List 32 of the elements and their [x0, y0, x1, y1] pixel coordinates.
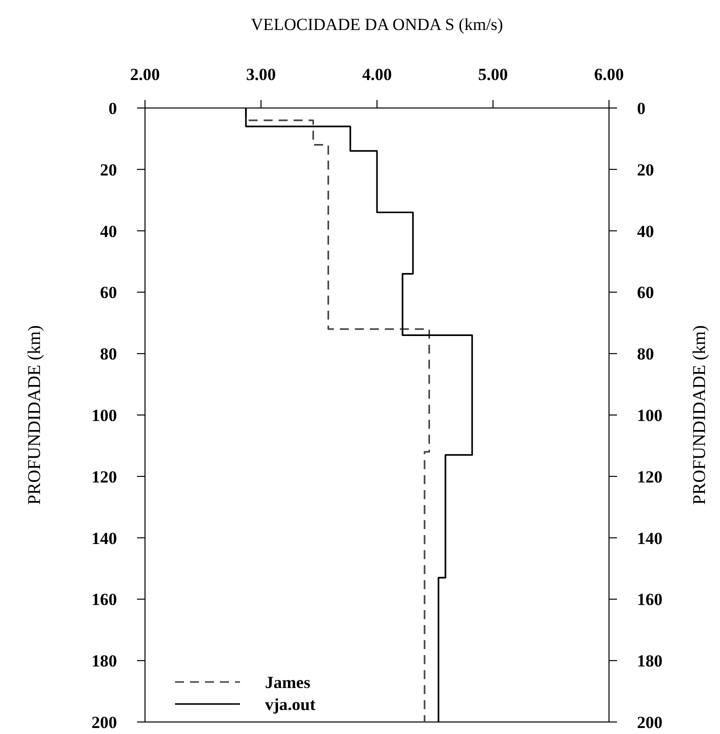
y-tick-label: 0	[108, 98, 117, 118]
y2-tick-label: 40	[637, 222, 654, 241]
x-tick-label: 2.00	[130, 65, 160, 84]
y-tick-label: 60	[100, 283, 117, 302]
y-tick-label: 160	[92, 590, 117, 610]
y-axis-title: PROFUNDIDADE (km)	[24, 325, 44, 505]
chart-title: VELOCIDADE DA ONDA S (km/s)	[250, 15, 504, 34]
x-tick-label: 6.00	[594, 65, 624, 84]
y-tick-label: 20	[100, 160, 117, 180]
y2-tick-label: 0	[637, 98, 646, 118]
y-tick-label: 180	[92, 652, 117, 671]
y-tick-label: 120	[92, 467, 117, 486]
y2-axis-title: PROFUNDIDADE (km)	[689, 325, 709, 505]
y2-tick-label: 140	[637, 528, 662, 548]
y-tick-label: 140	[92, 528, 117, 548]
legend-label: James	[265, 672, 311, 692]
y-tick-label: 80	[100, 344, 117, 364]
y2-tick-label: 160	[637, 590, 662, 610]
y2-tick-label: 20	[637, 160, 654, 180]
y-tick-label: 200	[92, 712, 117, 732]
y2-tick-label: 80	[637, 344, 654, 364]
y2-tick-label: 200	[637, 712, 662, 732]
y2-tick-label: 100	[637, 406, 662, 425]
y-tick-label: 100	[92, 406, 117, 425]
y2-tick-label: 120	[637, 467, 662, 486]
x-tick-label: 3.00	[246, 65, 276, 84]
y-tick-label: 40	[100, 222, 117, 241]
y2-tick-label: 60	[637, 283, 654, 302]
x-tick-label: 5.00	[478, 65, 508, 84]
y2-tick-label: 180	[637, 652, 662, 671]
legend-label: vja.out	[265, 694, 316, 714]
x-tick-label: 4.00	[362, 65, 392, 84]
